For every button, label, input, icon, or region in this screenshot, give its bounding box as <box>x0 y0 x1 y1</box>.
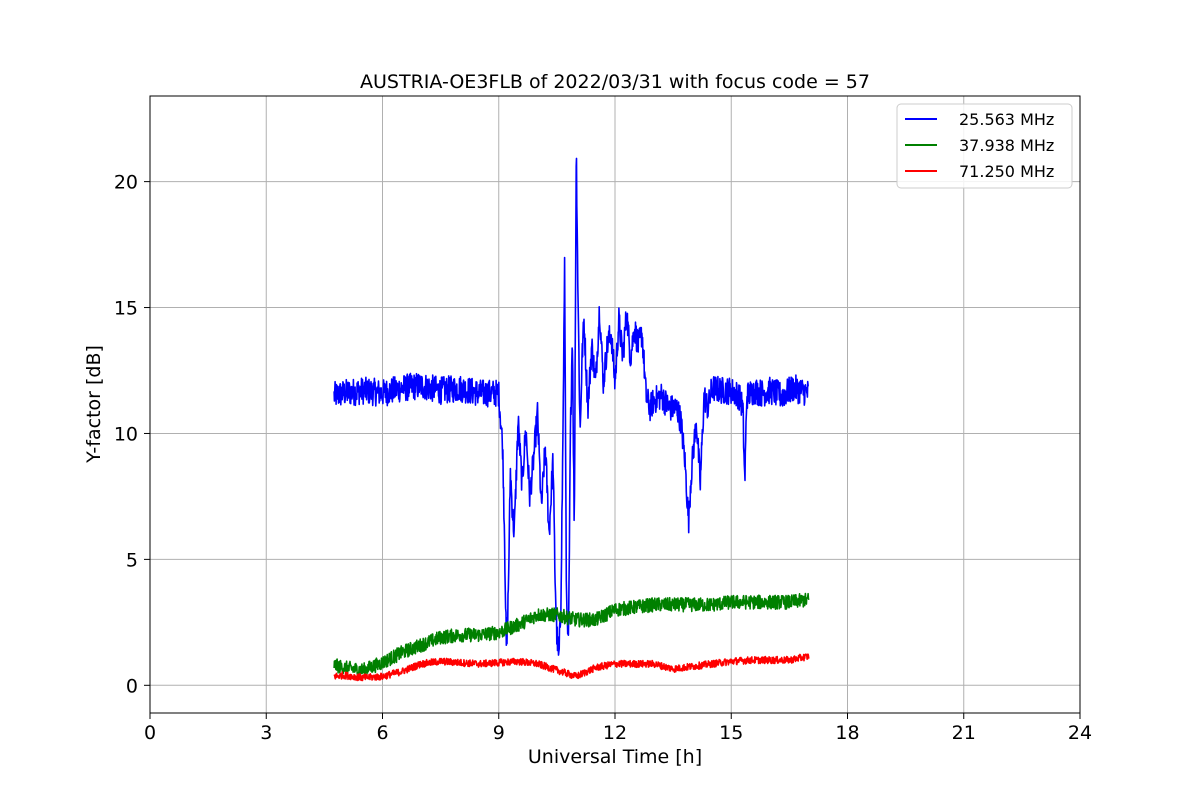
x-tick-label: 9 <box>493 722 505 744</box>
series-line-1 <box>333 157 810 656</box>
y-tick-label: 10 <box>114 423 138 445</box>
series-line-2 <box>333 592 810 678</box>
legend-label: 37.938 MHz <box>959 136 1054 155</box>
tick-layer: 0 3 6 9 12 15 18 21 24 0 5 10 15 20 <box>114 172 1092 744</box>
x-tick-label: 24 <box>1068 722 1092 744</box>
x-tick-label: 18 <box>835 722 859 744</box>
x-tick-label: 15 <box>719 722 743 744</box>
x-axis-label: Universal Time [h] <box>528 746 702 768</box>
legend: 25.563 MHz 37.938 MHz 71.250 MHz <box>896 103 1073 189</box>
y-tick-label: 20 <box>114 172 138 194</box>
x-tick-label: 3 <box>260 722 272 744</box>
chart-title: AUSTRIA-OE3FLB of 2022/03/31 with focus … <box>360 71 870 93</box>
legend-label: 25.563 MHz <box>959 110 1054 129</box>
series-line-3 <box>333 653 810 682</box>
y-tick-label: 15 <box>114 298 138 320</box>
legend-label: 71.250 MHz <box>959 162 1054 181</box>
legend-box <box>896 103 1073 189</box>
series-layer <box>333 157 810 682</box>
x-tick-label: 6 <box>376 722 388 744</box>
y-tick-label: 5 <box>126 549 138 571</box>
x-tick-label: 0 <box>144 722 156 744</box>
x-tick-label: 21 <box>952 722 976 744</box>
y-tick-label: 0 <box>126 675 138 697</box>
y-axis-label: Y-factor [dB] <box>83 345 105 464</box>
x-tick-label: 12 <box>603 722 627 744</box>
